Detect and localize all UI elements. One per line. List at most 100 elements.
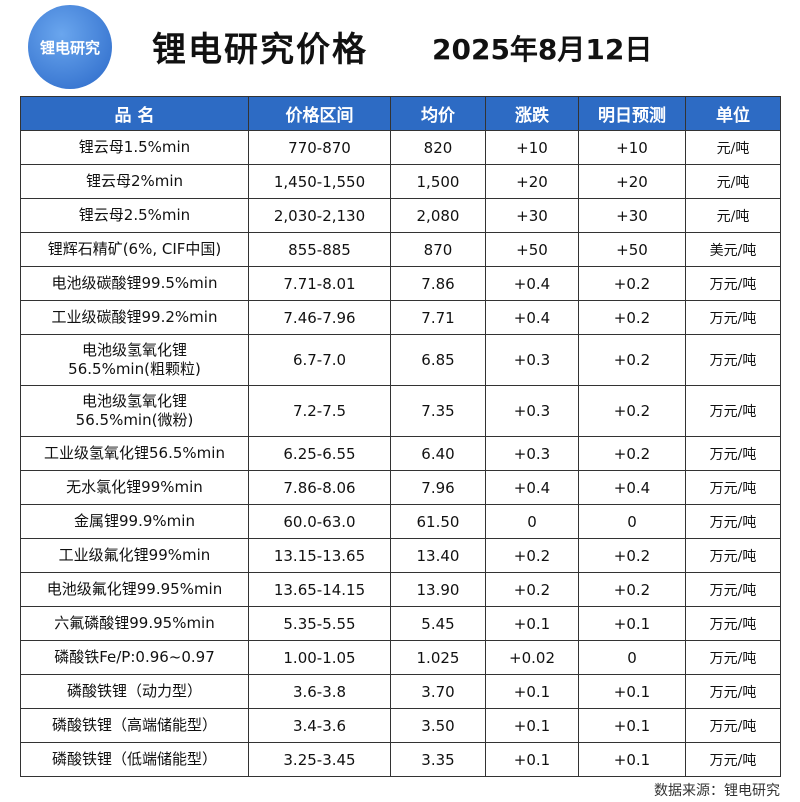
name-line: 电池级氢氧化锂 — [81, 341, 187, 359]
cell: +0.2 — [578, 538, 686, 573]
table-row: 工业级氢氧化锂56.5%min 6.25-6.55 6.40 +0.3 +0.2 万元/吨 — [20, 436, 781, 471]
name-line: 磷酸铁锂（低端储能型） — [51, 750, 217, 768]
source: 数据来源：锂电研究 — [654, 783, 780, 799]
name-line: 磷酸铁锂（高端储能型） — [51, 716, 217, 734]
name-cell: 磷酸铁锂（动力型） — [20, 674, 249, 709]
cell: +0.2 — [485, 538, 579, 573]
cell: 元/吨 — [685, 164, 781, 199]
name-line: 金属锂99.9%min — [74, 512, 195, 530]
table-row: 金属锂99.9%min 60.0-63.0 61.50 0 0 万元/吨 — [20, 504, 781, 539]
cell: +50 — [485, 232, 579, 267]
cell: 1,500 — [390, 164, 486, 199]
name-cell: 电池级碳酸锂99.5%min — [20, 266, 249, 301]
name-cell: 锂云母1.5%min — [20, 130, 249, 165]
cell: +30 — [578, 198, 686, 233]
cell: +0.4 — [578, 470, 686, 505]
cell: +20 — [485, 164, 579, 199]
table-row: 电池级碳酸锂99.5%min 7.71-8.01 7.86 +0.4 +0.2 万元/吨 — [20, 266, 781, 301]
name-line: 磷酸铁锂（动力型） — [66, 682, 202, 700]
cell: +0.02 — [485, 640, 579, 675]
name-cell: 电池级氟化锂99.95%min — [20, 572, 249, 607]
cell: 7.86-8.06 — [248, 470, 391, 505]
cell: +0.1 — [485, 674, 579, 709]
column-header: 价格区间 — [248, 96, 391, 131]
name-line: 工业级碳酸锂99.2%min — [51, 308, 218, 326]
cell: 万元/吨 — [685, 708, 781, 743]
table-row: 锂云母1.5%min 770-870 820 +10 +10 元/吨 — [20, 130, 781, 165]
cell: +0.2 — [578, 266, 686, 301]
table-row: 磷酸铁Fe/P:0.96~0.97 1.00-1.05 1.025 +0.02 0 万元/… — [20, 640, 781, 675]
cell: 美元/吨 — [685, 232, 781, 267]
table-row: 电池级氟化锂99.95%min 13.65-14.15 13.90 +0.2 +0.2 万… — [20, 572, 781, 607]
cell: 万元/吨 — [685, 470, 781, 505]
name-line: 锂云母2%min — [85, 172, 184, 190]
name-cell: 磷酸铁锂（低端储能型） — [20, 742, 249, 777]
name-cell: 锂云母2.5%min — [20, 198, 249, 233]
cell: 万元/吨 — [685, 572, 781, 607]
cell: 6.85 — [390, 334, 486, 386]
cell: 万元/吨 — [685, 538, 781, 573]
name-cell: 六氟磷酸锂99.95%min — [20, 606, 249, 641]
name-cell: 锂云母2%min — [20, 164, 249, 199]
logo: 锂电研究 — [28, 5, 112, 89]
cell: 万元/吨 — [685, 436, 781, 471]
table-row: 工业级氟化锂99%min 13.15-13.65 13.40 +0.2 +0.2 万元/吨 — [20, 538, 781, 573]
cell: +0.1 — [578, 606, 686, 641]
cell: 7.46-7.96 — [248, 300, 391, 335]
cell: 2,030-2,130 — [248, 198, 391, 233]
cell: +0.3 — [485, 385, 579, 437]
cell: +0.2 — [485, 572, 579, 607]
cell: +0.2 — [578, 300, 686, 335]
cell: +0.2 — [578, 334, 686, 386]
cell: 13.15-13.65 — [248, 538, 391, 573]
cell: +10 — [485, 130, 579, 165]
cell: +10 — [578, 130, 686, 165]
name-line: 工业级氢氧化锂56.5%min — [44, 444, 225, 462]
name-cell: 电池级氢氧化锂 56.5%min(粗颗粒) — [20, 334, 249, 386]
cell: 元/吨 — [685, 130, 781, 165]
cell: 855-885 — [248, 232, 391, 267]
cell: 13.65-14.15 — [248, 572, 391, 607]
title: 锂电研究价格 — [152, 30, 368, 70]
cell: 万元/吨 — [685, 674, 781, 709]
cell: +0.1 — [485, 742, 579, 777]
cell: 万元/吨 — [685, 334, 781, 386]
cell: 820 — [390, 130, 486, 165]
table-row: 锂云母2%min 1,450-1,550 1,500 +20 +20 元/吨 — [20, 164, 781, 199]
cell: 5.35-5.55 — [248, 606, 391, 641]
cell: 60.0-63.0 — [248, 504, 391, 539]
cell: 7.71 — [390, 300, 486, 335]
cell: 7.71-8.01 — [248, 266, 391, 301]
column-header: 单位 — [685, 96, 781, 131]
cell: +20 — [578, 164, 686, 199]
name-line: 56.5%min(粗颗粒) — [68, 360, 201, 378]
cell: +0.2 — [578, 436, 686, 471]
cell: 1,450-1,550 — [248, 164, 391, 199]
cell: 2,080 — [390, 198, 486, 233]
name-line: 工业级氟化锂99%min — [58, 546, 211, 564]
cell: 3.35 — [390, 742, 486, 777]
name-cell: 工业级氟化锂99%min — [20, 538, 249, 573]
cell: +0.4 — [485, 266, 579, 301]
table-row: 锂云母2.5%min 2,030-2,130 2,080 +30 +30 元/吨 — [20, 198, 781, 233]
cell: +0.2 — [578, 572, 686, 607]
cell: 7.96 — [390, 470, 486, 505]
cell: 7.2-7.5 — [248, 385, 391, 437]
cell: +0.1 — [485, 708, 579, 743]
cell: 13.40 — [390, 538, 486, 573]
cell: +0.4 — [485, 470, 579, 505]
column-header: 品 名 — [20, 96, 249, 131]
cell: 3.4-3.6 — [248, 708, 391, 743]
cell: +0.1 — [578, 674, 686, 709]
cell: 3.6-3.8 — [248, 674, 391, 709]
header-row: 品 名价格区间 均价 涨跌 明日预测 单位 — [20, 96, 781, 131]
column-header: 均价 — [390, 96, 486, 131]
name-cell: 磷酸铁锂（高端储能型） — [20, 708, 249, 743]
name-line: 锂云母1.5%min — [78, 138, 191, 156]
cell: 7.86 — [390, 266, 486, 301]
name-cell: 工业级氢氧化锂56.5%min — [20, 436, 249, 471]
name-line: 电池级碳酸锂99.5%min — [51, 274, 218, 292]
name-line: 电池级氟化锂99.95%min — [46, 580, 223, 598]
name-line: 六氟磷酸锂99.95%min — [54, 614, 215, 632]
name-line: 电池级氢氧化锂 — [81, 392, 187, 410]
